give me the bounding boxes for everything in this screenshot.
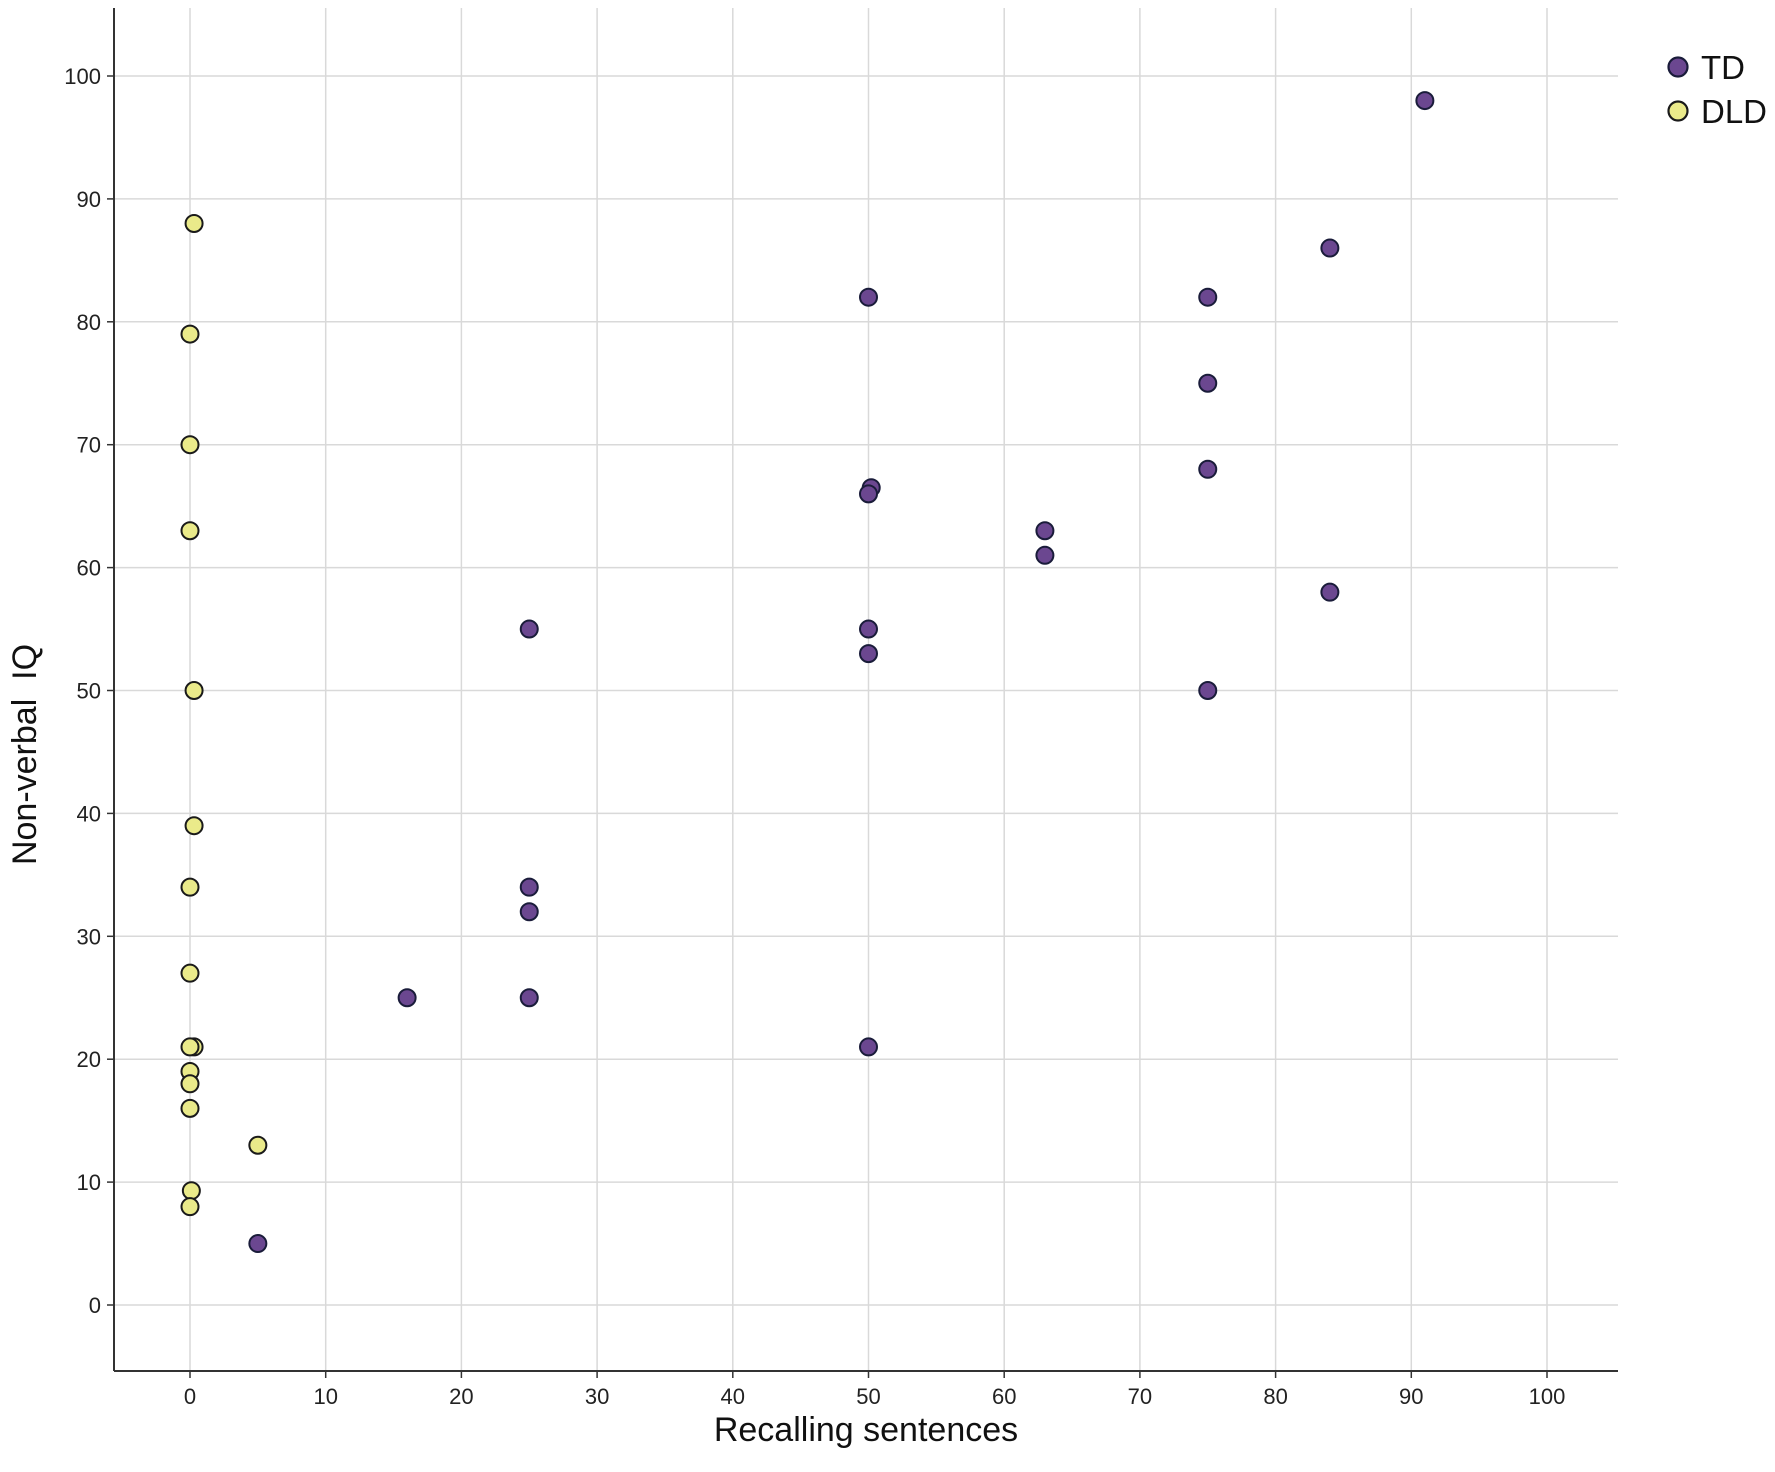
x-tick-label: 100 <box>1529 1384 1566 1409</box>
td-point <box>248 1234 268 1254</box>
dld-point <box>180 521 200 541</box>
y-tick-label: 10 <box>77 1170 101 1195</box>
td-point <box>1198 373 1218 393</box>
dld-point <box>181 1181 201 1201</box>
x-tick-label: 10 <box>313 1384 337 1409</box>
tick-labels: 0 10 20 30 40 50 60 70 80 90 100 0 10 20 30 40 50 60 70 80 9… <box>64 64 1565 1409</box>
td-point <box>1320 582 1340 602</box>
x-tick-label: 20 <box>449 1384 473 1409</box>
dld-point <box>180 877 200 897</box>
dld-point <box>248 1135 268 1155</box>
legend: TD DLD <box>1667 49 1767 130</box>
x-tick-label: 70 <box>1128 1384 1152 1409</box>
y-tick-label: 60 <box>77 556 101 581</box>
dld-point <box>180 1098 200 1118</box>
dld-point <box>180 963 200 983</box>
td-point <box>859 484 878 504</box>
x-tick-label: 40 <box>721 1384 745 1409</box>
td-point <box>859 644 878 664</box>
dld-point <box>180 435 200 455</box>
data-points <box>180 91 1435 1254</box>
td-point <box>519 619 539 639</box>
legend-marker-dld <box>1667 100 1689 122</box>
x-tick-label: 50 <box>856 1384 880 1409</box>
td-point <box>1198 681 1218 700</box>
x-tick-label: 80 <box>1263 1384 1287 1409</box>
x-tick-label: 90 <box>1399 1384 1423 1409</box>
dld-point <box>180 324 200 344</box>
dld-point <box>180 1197 200 1217</box>
legend-label-td: TD <box>1701 49 1745 86</box>
td-point <box>1035 545 1055 565</box>
legend-marker-td <box>1667 56 1689 78</box>
y-tick-label: 0 <box>89 1293 101 1318</box>
dld-point <box>184 213 204 233</box>
td-point <box>1320 238 1340 258</box>
td-point <box>519 988 539 1008</box>
y-tick-label: 70 <box>77 433 101 458</box>
y-tick-label: 90 <box>77 187 101 212</box>
td-point <box>859 287 878 307</box>
axes <box>113 8 1618 1372</box>
y-axis-title: Non-verbal IQ <box>6 644 44 865</box>
td-point <box>519 877 539 897</box>
y-tick-label: 20 <box>77 1047 101 1072</box>
td-point <box>397 988 417 1008</box>
y-tick-label: 80 <box>77 310 101 335</box>
y-tick-label: 50 <box>77 679 101 704</box>
y-tick-label: 100 <box>64 64 101 89</box>
legend-label-dld: DLD <box>1701 93 1767 130</box>
x-axis-title: Recalling sentences <box>714 1411 1018 1449</box>
td-point <box>519 902 539 922</box>
td-point <box>859 1037 878 1057</box>
y-tick-label: 40 <box>77 801 101 826</box>
td-point <box>1198 287 1218 307</box>
x-tick-label: 30 <box>585 1384 609 1409</box>
td-point <box>1035 521 1055 541</box>
gridlines <box>114 8 1618 1371</box>
dld-point <box>184 816 204 836</box>
x-tick-label: 60 <box>992 1384 1016 1409</box>
td-point <box>1198 459 1218 479</box>
dld-point <box>180 1037 200 1057</box>
dld-point <box>180 1074 200 1094</box>
x-tick-label: 0 <box>184 1384 196 1409</box>
dld-point <box>184 681 204 700</box>
td-point <box>859 619 878 639</box>
y-tick-label: 30 <box>77 924 101 949</box>
td-point <box>1415 91 1435 111</box>
